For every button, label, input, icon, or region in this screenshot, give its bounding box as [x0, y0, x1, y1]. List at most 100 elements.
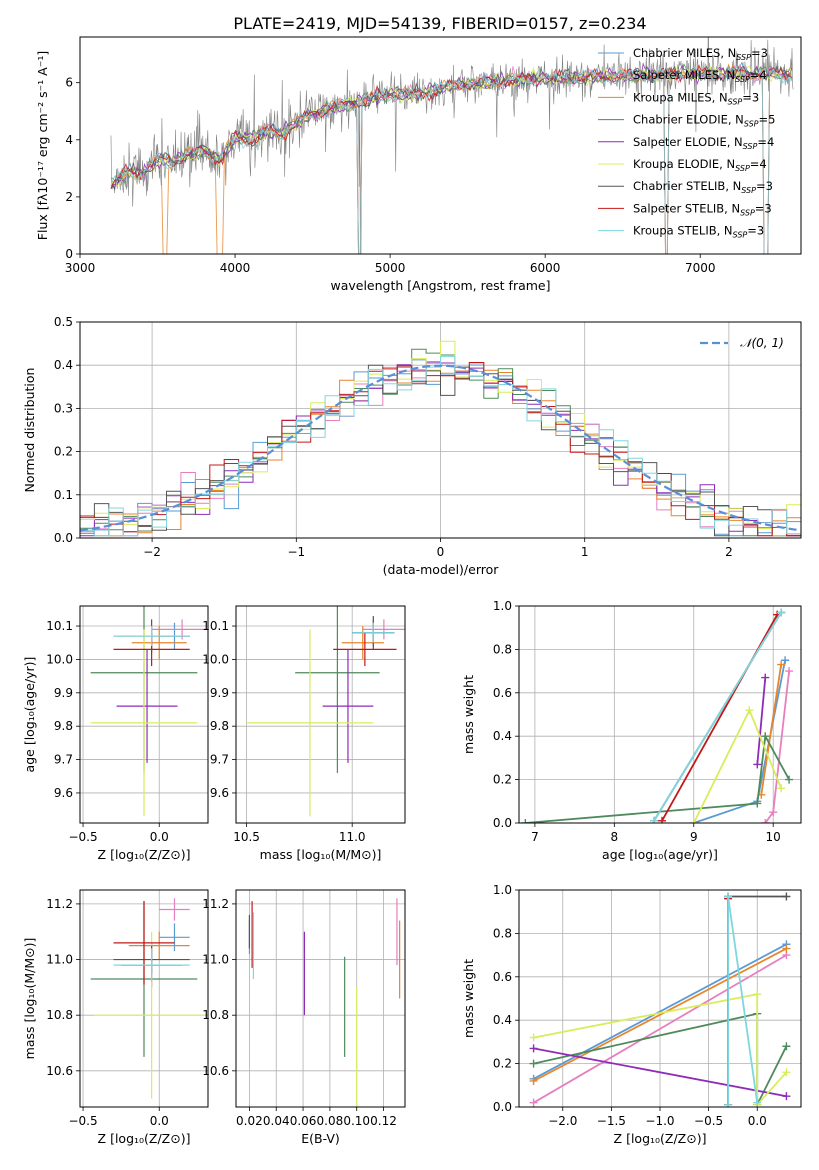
- x-axis-label: E(B-V): [301, 1131, 340, 1146]
- weight-marker: [657, 816, 666, 823]
- chart-area: 3000 4000 5000 6000 7000 0 2 4 6 wavelength [Angs…: [22, 36, 802, 1146]
- weight-marker: [761, 732, 770, 741]
- y-tick-label: 4: [65, 133, 73, 147]
- weight-marker: [745, 706, 754, 715]
- chart-residuals: −2 −1 0 1 2 0.0 0.1 0.2 0.3 0.4 0.5 (data-model)/er…: [22, 315, 802, 577]
- axes-frame: [518, 889, 802, 1108]
- x-tick-label: 9: [690, 830, 698, 844]
- y-tick-label: 9.7: [54, 753, 73, 767]
- x-tick-label: 7000: [685, 261, 716, 275]
- weight-series-3: [521, 732, 794, 823]
- weight-series-1: [761, 667, 794, 823]
- x-tick-label: 0: [437, 545, 445, 559]
- legend-entry-1: Salpeter MILES, NSSP=4: [633, 68, 767, 84]
- weight-line: [760, 664, 782, 795]
- axes-frame: [235, 605, 406, 824]
- y-tick-label: 0.8: [493, 642, 512, 656]
- x-tick-label: 8: [611, 830, 619, 844]
- x-tick-label: 5000: [375, 261, 406, 275]
- weight-line: [533, 993, 788, 1107]
- weight-marker: [529, 1033, 538, 1042]
- weight-marker: [529, 1044, 538, 1053]
- y-tick-label: 9.9: [210, 686, 229, 700]
- x-axis-label: mass [log₁₀(M/M⊙)]: [260, 847, 382, 862]
- weight-marker: [785, 667, 794, 676]
- x-tick-label: 0.04: [263, 1114, 290, 1128]
- x-tick-label: 4000: [220, 261, 251, 275]
- weight-marker: [753, 990, 762, 999]
- chart-weight_vs_age: 7 8 9 10 0.0 0.2 0.4 0.6 0.8 1.0 age [log₁₀(age/yr…: [461, 599, 802, 862]
- x-tick-label: 0.10: [343, 1114, 370, 1128]
- gaussian-curve: [80, 364, 801, 532]
- plot-area-mass_vs_EBV: [248, 898, 401, 1107]
- weight-line: [533, 954, 787, 1104]
- weight-marker: [724, 1100, 733, 1107]
- y-tick-label: 0.6: [493, 970, 512, 984]
- y-tick-label: 9.6: [210, 786, 229, 800]
- plot-area-residuals: [80, 340, 801, 537]
- y-tick-label: 9.8: [210, 719, 229, 733]
- weight-series-8: [650, 608, 786, 823]
- y-tick-label: 10.0: [202, 652, 229, 666]
- chart-mass_vs_Z: −0.5 0.0 10.6 10.8 11.0 11.2 Z [log₁₀(Z/Z⊙)] ma…: [22, 889, 209, 1146]
- x-tick-label: −0.5: [68, 1114, 97, 1128]
- x-axis-label: Z [log₁₀(Z/Z⊙)]: [98, 847, 191, 862]
- y-tick-label: 0.2: [54, 445, 73, 459]
- legend-entry-6: Chabrier STELIB, NSSP=3: [633, 179, 773, 195]
- axes-frame: [518, 605, 802, 824]
- legend-entry-4: Salpeter ELODIE, NSSP=4: [633, 135, 774, 151]
- weight-marker: [761, 673, 770, 682]
- y-axis-label: Normed distribution: [22, 368, 37, 493]
- weight-marker: [769, 808, 778, 817]
- x-axis-label: age [log₁₀(age/yr)]: [602, 847, 718, 862]
- axes-frame: [235, 889, 406, 1108]
- weight-marker: [761, 819, 770, 823]
- x-tick-label: 0.0: [150, 830, 169, 844]
- figure-title: PLATE=2419, MJD=54139, FIBERID=0157, z=0…: [233, 14, 646, 33]
- weight-marker: [724, 892, 733, 901]
- weight-marker: [753, 1098, 762, 1107]
- x-tick-label: 6000: [530, 261, 561, 275]
- y-tick-label: 1.0: [493, 599, 512, 613]
- x-axis-label: (data-model)/error: [383, 562, 500, 577]
- axes-frame: [79, 321, 802, 539]
- y-tick-label: 0.0: [54, 531, 73, 545]
- y-tick-label: 0.0: [493, 816, 512, 830]
- y-axis-label: mass [log₁₀(M/M⊙)]: [22, 938, 37, 1060]
- y-tick-label: 9.7: [210, 753, 229, 767]
- weight-marker: [529, 1059, 538, 1068]
- y-tick-label: 11.0: [46, 953, 73, 967]
- weight-series-4: [529, 1044, 791, 1101]
- legend-entry-5: Kroupa ELODIE, NSSP=4: [633, 157, 767, 173]
- weight-marker: [785, 775, 794, 784]
- y-tick-label: 9.9: [54, 686, 73, 700]
- axes-frame: [79, 605, 209, 824]
- chart-weight_vs_Z: −2.0 −1.5 −1.0 −0.5 0.0 0.0 0.2 0.4 0.6 0.8 1.0 Z […: [461, 883, 802, 1146]
- x-tick-label: −1: [287, 545, 305, 559]
- weight-marker: [782, 1068, 791, 1077]
- x-tick-label: 0.0: [748, 1114, 767, 1128]
- y-tick-label: 0.3: [54, 401, 73, 415]
- histogram-7: [80, 362, 801, 537]
- legend-gaussian-label: 𝒩(0, 1): [740, 336, 784, 350]
- y-tick-label: 0.4: [493, 1013, 512, 1027]
- x-axis-label: Z [log₁₀(Z/Z⊙)]: [98, 1131, 191, 1146]
- weight-series-5: [689, 706, 786, 823]
- errorbar-point-2: [131, 626, 187, 660]
- y-tick-label: 1.0: [493, 883, 512, 897]
- legend-entry-0: Chabrier MILES, NSSP=3: [633, 46, 768, 62]
- x-tick-label: 0.12: [370, 1114, 397, 1128]
- weight-marker: [650, 816, 659, 823]
- weight-series-8: [724, 892, 762, 1107]
- y-tick-label: 6: [65, 76, 73, 90]
- y-tick-label: 10.1: [202, 619, 229, 633]
- y-tick-label: 0.4: [493, 729, 512, 743]
- errorbar-point-4: [322, 649, 374, 763]
- plot-area-age_vs_Z: [90, 606, 208, 817]
- y-tick-label: 0.1: [54, 488, 73, 502]
- chart-spectrum: 3000 4000 5000 6000 7000 0 2 4 6 wavelength [Angs…: [35, 36, 802, 293]
- x-tick-label: −1.0: [645, 1114, 674, 1128]
- y-tick-label: 2: [65, 190, 73, 204]
- legend-residuals: 𝒩(0, 1): [700, 336, 784, 350]
